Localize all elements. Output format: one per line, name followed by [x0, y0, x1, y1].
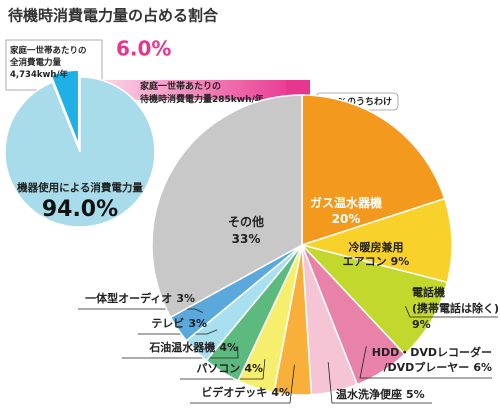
- slice-label: 一体型オーディオ 3%: [85, 291, 195, 305]
- leader-line: [359, 346, 492, 379]
- slice-label: その他 33%: [228, 214, 264, 246]
- leader-line: [327, 362, 432, 404]
- leader-line: [122, 346, 239, 359]
- category-label: 石油温水器機: [148, 340, 215, 354]
- arrow-band: [104, 80, 296, 100]
- value-label: 94.0%: [42, 197, 118, 222]
- leader-line: [138, 329, 218, 335]
- category-label: その他: [228, 214, 264, 229]
- value-label: 3%: [176, 292, 195, 305]
- category-label: ガス温水器機: [310, 195, 382, 210]
- leader-line: [78, 308, 203, 313]
- value-label: 4%: [219, 341, 238, 354]
- pie-slice: [299, 243, 449, 356]
- value-label: 9%: [412, 318, 431, 331]
- pie-slice: [50, 69, 80, 146]
- category-label: 家庭一世帯あたりの待機時消費電力量285kwh/年: [140, 80, 264, 105]
- slice-label: ガス温水器機 20%: [310, 195, 382, 226]
- category-label: 冷暖房兼用エアコン: [343, 240, 404, 268]
- category-label: 機器使用による消費電力量: [17, 181, 143, 194]
- slice-label: 冷暖房兼用エアコン 9%: [343, 240, 410, 268]
- category-label: テレビ: [151, 316, 184, 330]
- leader-line: [180, 359, 266, 380]
- category-label: ビデオデッキ: [201, 385, 267, 399]
- pie-title: 家庭一世帯あたりの全消費電力量 4,734kwh/年: [9, 45, 87, 80]
- value-label: 6.0%: [116, 37, 171, 61]
- slice-label: 電話機(携帯電話は除く) 9%: [412, 285, 499, 331]
- pie-slice: [4, 76, 156, 228]
- category-label: HDD・DVDレコーダー/DVDプレーヤー: [372, 345, 492, 374]
- slice-label: ビデオデッキ 4%: [201, 385, 290, 399]
- category-label: 家庭一世帯あたりの待機時消費電力量285kwh/年: [140, 80, 264, 105]
- value-label: 5%: [406, 388, 425, 401]
- leader-line: [190, 364, 295, 404]
- value-label: 33%: [232, 232, 261, 246]
- pie-title: 家庭一世帯あたりの全消費電力量 4,734kwh/年: [9, 45, 87, 80]
- value-label: 4%: [271, 386, 290, 399]
- slice-label: 石油温水器機 4%: [148, 340, 238, 354]
- value-label: 20%: [332, 212, 361, 226]
- pie-slice: [151, 94, 303, 319]
- slice-label: テレビ 3%: [151, 316, 207, 330]
- pie-slice: [301, 94, 446, 247]
- slice-label: パソコン 4%: [196, 362, 263, 375]
- category-label: パソコン: [196, 362, 240, 375]
- value-label: 4%: [244, 362, 263, 375]
- slice-label: 温水洗浄便座 5%: [336, 387, 425, 401]
- category-label: 温水洗浄便座: [336, 387, 402, 401]
- value-label: 3%: [188, 317, 207, 330]
- category-label: 電話機(携帯電話は除く): [412, 285, 499, 315]
- value-label: 6%: [473, 361, 492, 374]
- leader-line: [404, 305, 498, 318]
- pie-slice: [299, 197, 453, 284]
- page-title: 待機時消費電力量の占める割合: [8, 7, 219, 25]
- slice-label: HDD・DVDレコーダー/DVDプレーヤー 6%: [372, 345, 492, 374]
- value-label: 9%: [391, 255, 410, 268]
- pie-title: 6.0%のうちわけ: [322, 97, 392, 108]
- category-label: 一体型オーディオ: [85, 291, 172, 305]
